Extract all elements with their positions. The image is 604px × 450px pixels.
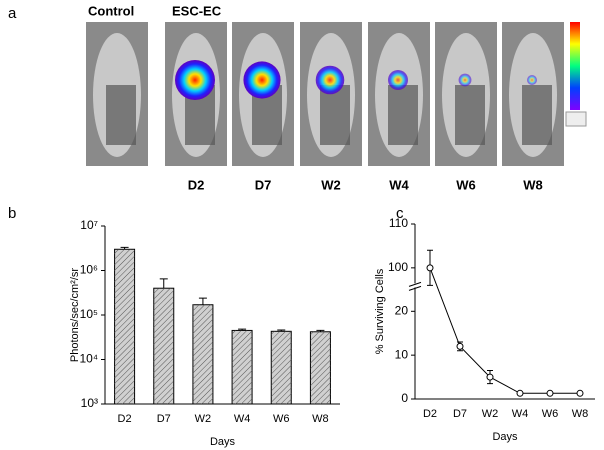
error-bar	[277, 329, 286, 332]
x-axis-label: Days	[210, 436, 236, 448]
x-tick-label: W2	[195, 413, 212, 425]
x-tick-label: D7	[157, 413, 171, 425]
y-tick-label: 0	[401, 391, 408, 405]
y-tick-label: 10⁴	[79, 352, 98, 366]
signal	[315, 65, 345, 95]
bar-hatch	[114, 249, 135, 404]
x-tick-label: W8	[312, 413, 329, 425]
y-tick-label: 100	[388, 260, 408, 274]
y-tick-label: 10	[395, 347, 409, 361]
panel-label: b	[8, 205, 16, 222]
mouse-images	[86, 22, 564, 166]
point	[486, 373, 494, 381]
y-tick-label: 10⁷	[80, 218, 98, 232]
wound	[320, 85, 350, 145]
x-tick-label: W4	[512, 408, 529, 420]
panel-label: a	[8, 5, 17, 22]
axis-break	[408, 285, 422, 291]
x-tick-label: D2	[423, 408, 437, 420]
bar-hatch	[310, 331, 331, 404]
bar-hatch	[232, 330, 253, 404]
panel-label: c	[396, 205, 404, 222]
group-label: ESC-EC	[172, 3, 222, 18]
bar-hatch	[192, 304, 213, 404]
y-axis-label: Photons/sec/cm²/sr	[69, 268, 81, 362]
error-bar	[198, 297, 207, 305]
point	[456, 342, 464, 350]
control-label: Control	[88, 3, 134, 18]
point	[426, 264, 434, 272]
timepoint-label: W2	[321, 177, 341, 192]
wound	[388, 85, 418, 145]
axis-break-gap	[410, 283, 420, 288]
signal	[243, 61, 281, 99]
y-tick-label: 20	[395, 303, 409, 317]
bar-hatch	[153, 288, 174, 404]
y-tick-label: 110	[389, 216, 408, 230]
timepoint-label: W8	[523, 177, 543, 192]
wound	[522, 85, 552, 145]
bar-hatch	[271, 331, 292, 404]
line	[429, 267, 580, 394]
timepoint-label: W6	[456, 177, 476, 192]
timepoint-label: D2	[188, 177, 205, 192]
color-bar-legend	[565, 111, 587, 127]
point	[576, 389, 584, 397]
error-bar	[159, 278, 168, 289]
x-tick-label: D2	[118, 413, 132, 425]
x-tick-label: W8	[572, 408, 589, 420]
y-tick-label: 10⁶	[80, 263, 98, 277]
y-tick-label: 10⁵	[80, 307, 98, 321]
wound	[106, 85, 136, 145]
signal	[388, 70, 408, 90]
x-tick-label: W6	[542, 408, 559, 420]
x-tick-label: W6	[273, 413, 290, 425]
x-tick-label: D7	[453, 408, 467, 420]
x-tick-label: W4	[234, 413, 251, 425]
wound	[455, 85, 485, 145]
point	[546, 389, 554, 397]
signal	[175, 60, 215, 100]
error-bar	[120, 246, 129, 250]
error-bar	[316, 329, 325, 332]
x-tick-label: W2	[482, 408, 499, 420]
timepoint-label: D7	[255, 177, 272, 192]
x-axis-label: Days	[492, 431, 518, 443]
error-bar	[238, 328, 247, 331]
point	[516, 389, 524, 397]
signal	[458, 73, 472, 87]
y-tick-label: 10³	[81, 396, 98, 410]
axis-break	[408, 281, 422, 287]
y-axis-label: % Surviving Cells	[374, 268, 386, 354]
panel-a: a Control ESC-EC	[8, 3, 587, 166]
color-bar	[570, 22, 580, 110]
signal	[527, 75, 537, 85]
timepoint-label: W4	[389, 177, 409, 192]
